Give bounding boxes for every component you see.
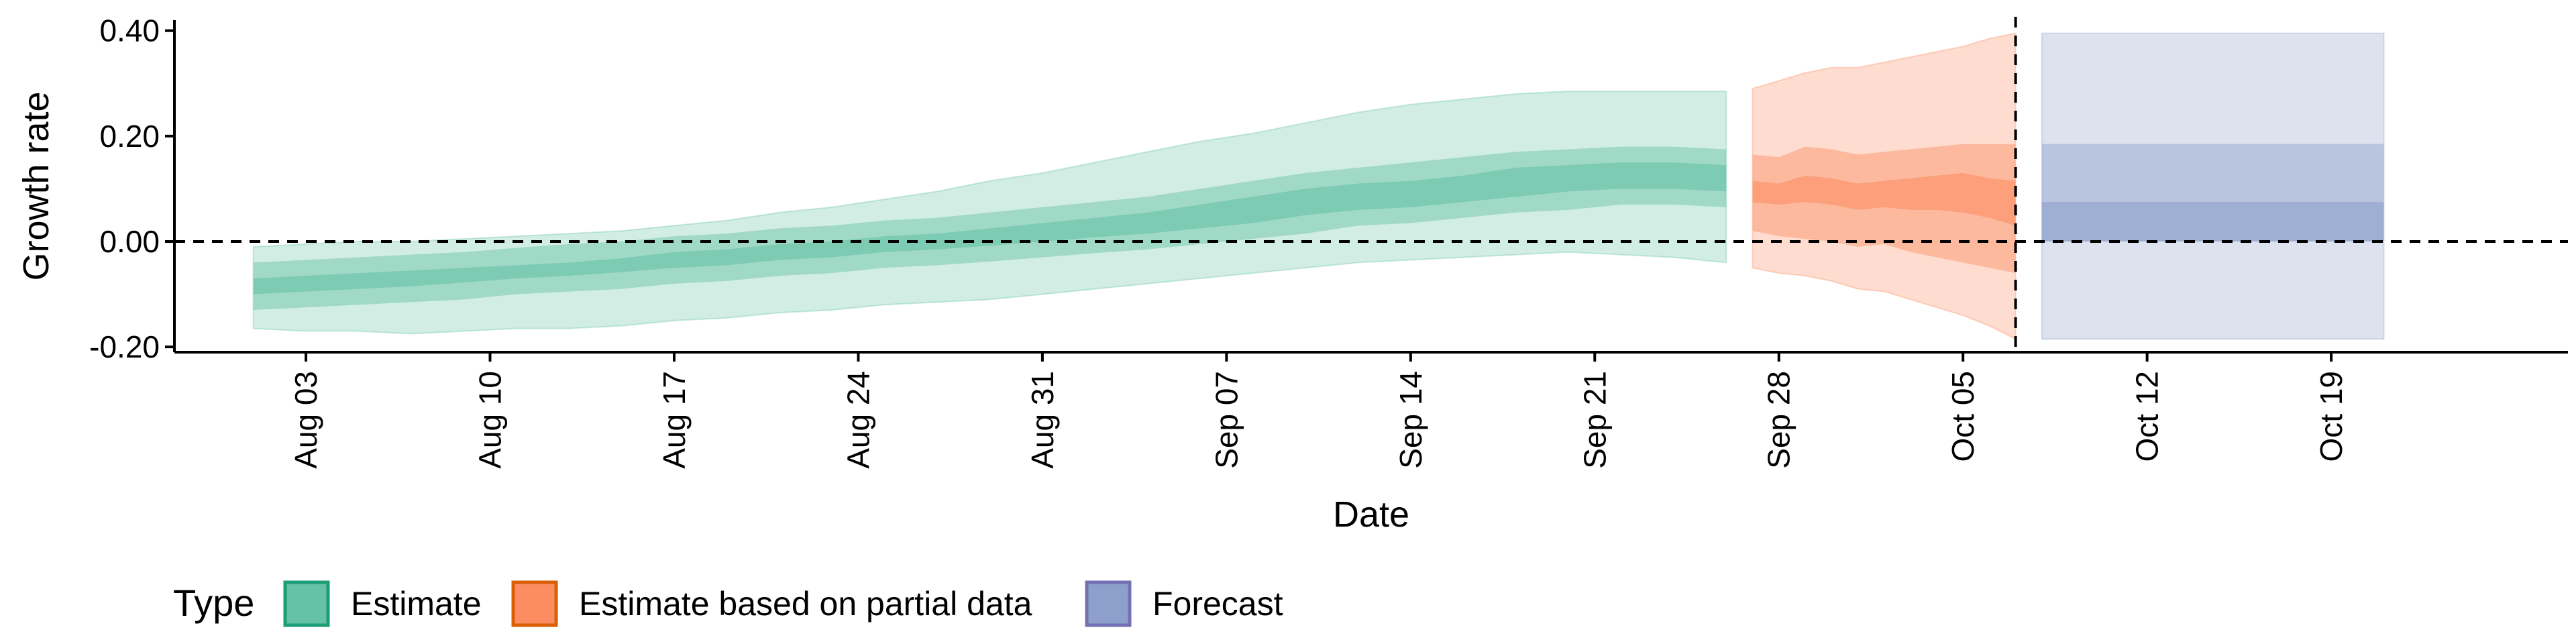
x-tick-label: Sep 14 bbox=[1393, 371, 1428, 469]
legend-label: Estimate based on partial data bbox=[579, 585, 1032, 623]
series-1 bbox=[1752, 32, 2017, 341]
x-tick-label: Aug 17 bbox=[657, 371, 692, 469]
y-tick-label: 0.40 bbox=[99, 13, 160, 48]
legend-key bbox=[283, 580, 330, 627]
y-axis-title: Growth rate bbox=[16, 91, 56, 280]
x-tick-label: Oct 19 bbox=[2314, 371, 2349, 462]
y-tick-label: 0.20 bbox=[99, 119, 160, 154]
band-50 bbox=[253, 162, 1727, 294]
band-outer bbox=[252, 91, 1727, 335]
legend-item: Estimate based on partial data bbox=[511, 580, 1032, 627]
legend-item: Forecast bbox=[1085, 580, 1283, 627]
x-tick-label: Aug 03 bbox=[288, 371, 323, 469]
legend: Type Estimate Estimate based on partial da… bbox=[173, 580, 1283, 627]
x-tick-label: Oct 05 bbox=[1945, 371, 1980, 462]
x-tick-label: Sep 21 bbox=[1577, 371, 1612, 469]
estimate-bands bbox=[252, 32, 2385, 341]
legend-title: Type bbox=[173, 582, 254, 624]
legend-item: Estimate bbox=[283, 580, 482, 627]
reference-lines bbox=[174, 17, 2568, 352]
x-tick-label: Aug 31 bbox=[1025, 371, 1060, 469]
legend-key bbox=[1085, 580, 1132, 627]
series-2 bbox=[2041, 32, 2385, 340]
y-tick-label: -0.20 bbox=[89, 329, 160, 364]
x-axis-title: Date bbox=[1333, 494, 1409, 535]
legend-label: Forecast bbox=[1152, 585, 1283, 623]
x-tick-label: Aug 10 bbox=[473, 371, 508, 469]
x-tick-label: Sep 28 bbox=[1762, 371, 1796, 469]
band-50 bbox=[2041, 202, 2384, 241]
series-0 bbox=[252, 91, 1727, 335]
legend-key bbox=[511, 580, 558, 627]
x-tick-label: Sep 07 bbox=[1209, 371, 1244, 469]
legend-label: Estimate bbox=[351, 585, 482, 623]
x-tick-label: Oct 12 bbox=[2130, 371, 2165, 462]
x-tick-label: Aug 24 bbox=[841, 371, 875, 469]
band-50 bbox=[1752, 172, 2016, 226]
y-tick-label: 0.00 bbox=[99, 224, 160, 259]
axes: -0.20 0.00 0.20 0.40 Aug 03 Aug 10 Aug 17 Aug 2… bbox=[16, 13, 2568, 535]
